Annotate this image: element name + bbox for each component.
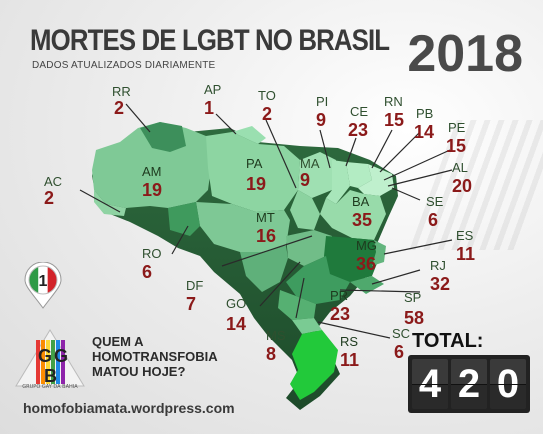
- state-count-rn: 15: [384, 110, 404, 130]
- state-count-ac: 2: [44, 188, 54, 208]
- state-code-ac: AC: [44, 174, 62, 189]
- state-code-pb: PB: [416, 106, 433, 121]
- region-rj: [350, 276, 384, 294]
- ggb-logo: G G B: [15, 329, 85, 387]
- state-code-ap: AP: [204, 82, 221, 97]
- region-sc: [292, 318, 322, 334]
- logo-letter-3: B: [44, 366, 57, 386]
- state-code-pe: PE: [448, 120, 466, 135]
- state-code-al: AL: [452, 160, 468, 175]
- state-count-to: 2: [262, 104, 272, 124]
- state-code-rn: RN: [384, 94, 403, 109]
- region-ba: [320, 190, 386, 240]
- region-pr: [278, 290, 316, 320]
- state-code-to: TO: [258, 88, 276, 103]
- state-count-go: 14: [226, 314, 246, 334]
- state-code-mg: MG: [356, 238, 377, 253]
- state-code-sp: SP: [404, 290, 421, 305]
- state-code-rr: RR: [112, 84, 131, 99]
- counter-digit: 2: [451, 359, 487, 409]
- slogan-line-1: QUEM A: [92, 334, 144, 349]
- state-code-ba: BA: [352, 194, 370, 209]
- state-code-sc: SC: [392, 326, 410, 341]
- state-code-ce: CE: [350, 104, 368, 119]
- leader-lines: [79, 103, 453, 339]
- state-code-pr: PR: [330, 288, 348, 303]
- state-count-ma: 9: [300, 170, 310, 190]
- region-ma: [298, 152, 336, 198]
- year-label: 2018: [407, 25, 523, 83]
- state-count-pb: 14: [414, 122, 434, 142]
- slogan: QUEM A HOMOTRANSFOBIA MATOU HOJE?: [92, 334, 218, 379]
- state-count-al: 20: [452, 176, 472, 196]
- state-count-pa: 19: [246, 174, 266, 194]
- state-code-pi: PI: [316, 94, 328, 109]
- region-pi: [326, 160, 350, 204]
- region-ap: [232, 126, 266, 144]
- page-subtitle: DADOS ATUALIZADOS DIARIAMENTE: [32, 60, 216, 71]
- state-count-rj: 32: [430, 274, 450, 294]
- state-count-pi: 9: [316, 110, 326, 130]
- region-rs: [290, 330, 338, 400]
- state-code-am: AM: [142, 164, 162, 179]
- state-code-rs: RS: [340, 334, 358, 349]
- badge-count: 1: [39, 273, 48, 290]
- region-to: [290, 190, 320, 230]
- state-count-mt: 16: [256, 226, 276, 246]
- state-count-sp: 58: [404, 308, 424, 328]
- logo-letter-2: G: [54, 346, 68, 366]
- state-count-ba: 35: [352, 210, 372, 230]
- state-count-pr: 23: [330, 304, 350, 324]
- region-pa: [206, 132, 300, 212]
- state-code-se: SE: [426, 194, 444, 209]
- logo-caption: GRUPO GAY DA BAHIA: [22, 384, 78, 390]
- website-link[interactable]: homofobiamata.wordpress.com: [23, 400, 235, 416]
- logo-letter-1: G: [38, 346, 52, 366]
- region-es: [372, 240, 386, 266]
- state-code-rj: RJ: [430, 258, 446, 273]
- total-counter: 4 2 0: [408, 355, 530, 413]
- counter-digit: 0: [490, 359, 526, 409]
- total-label: TOTAL:: [412, 330, 484, 352]
- state-count-es: 11: [456, 244, 475, 264]
- counter-digit: 4: [412, 359, 448, 409]
- region-ne-coast: [358, 164, 394, 196]
- region-rr: [140, 122, 186, 152]
- slogan-line-2: HOMOTRANSFOBIA: [92, 349, 218, 364]
- state-count-se: 6: [428, 210, 438, 230]
- state-count-ap: 1: [204, 98, 214, 118]
- region-ro: [168, 202, 200, 236]
- state-count-ms: 8: [266, 344, 276, 364]
- slogan-line-3: MATOU HOJE?: [92, 364, 186, 379]
- state-count-sc: 6: [394, 342, 404, 362]
- region-mg: [324, 236, 380, 282]
- page-title: MORTES DE LGBT NO BRASIL: [30, 24, 390, 57]
- state-count-pe: 15: [446, 136, 466, 156]
- italy-flag-pin-icon: 1: [24, 262, 62, 309]
- region-go: [286, 230, 332, 266]
- state-count-df: 7: [186, 294, 196, 314]
- state-count-mg: 36: [356, 254, 376, 274]
- state-code-mt: MT: [256, 210, 275, 225]
- region-sp: [286, 256, 350, 304]
- state-code-df: DF: [186, 278, 203, 293]
- state-count-ro: 6: [142, 262, 152, 282]
- state-code-go: GO: [226, 296, 246, 311]
- state-count-rs: 11: [340, 350, 359, 370]
- region-mt: [196, 202, 290, 252]
- state-count-am: 19: [142, 180, 162, 200]
- region-ac: [94, 190, 126, 216]
- region-ce: [346, 162, 372, 188]
- state-code-es: ES: [456, 228, 474, 243]
- state-count-ce: 23: [348, 120, 368, 140]
- state-code-ro: RO: [142, 246, 162, 261]
- state-code-ma: MA: [300, 156, 320, 171]
- state-code-pa: PA: [246, 156, 263, 171]
- state-code-ms: MS: [266, 328, 286, 343]
- region-ms: [240, 246, 288, 292]
- state-count-rr: 2: [114, 98, 124, 118]
